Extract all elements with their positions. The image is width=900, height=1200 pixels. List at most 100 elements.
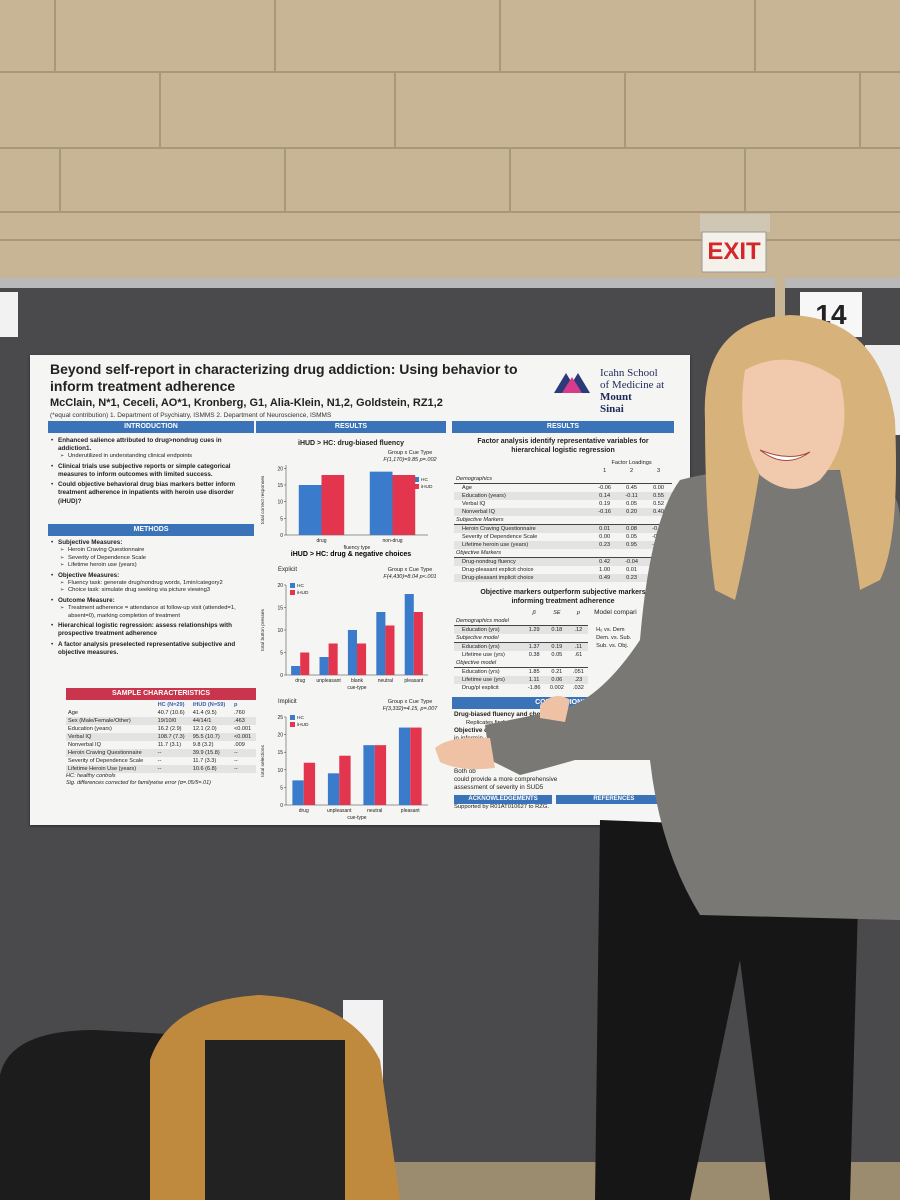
black-bag [0,1030,194,1200]
table-cell: Sex (Male/Female/Other) [66,717,156,725]
bullet-item: Objective Measures:Fluency task: generat… [50,572,254,595]
logo-mark [554,373,590,393]
table-cell: 6 [657,634,661,641]
conclusions: Drug-biased fluency and choice Replicates… [454,711,672,792]
conclusion-text: nts) [454,759,465,767]
table-row: Severity of Dependence Scale -- 11.7 (3.3)… [66,757,256,765]
acknowledgements: ACKNOWLEDGEMENTS Supported by R01AT010627… [454,795,672,812]
table-cell: 0.18 [545,625,569,635]
section-label: Subjective Markers [454,516,672,526]
model-tables: β SE p Demographics model Education (yrs) 1.2… [454,609,672,692]
table-cell: 0.08 [618,524,646,534]
sample-table: HC (N=29) iHUD (N=59) p Age 40.7 (10.6) 41.4 … [66,701,256,773]
ack-text: Supported by R01AT010627 to RZG. [454,804,549,811]
table-cell: Drug-nondrug fluency [454,557,592,567]
legend-swatch [290,722,295,727]
chart-stat: F(1,170)=9.85 p=.002 [383,457,436,463]
logo-line: Sinai [600,403,624,415]
logo-line: of Medicine at [600,379,665,391]
table-header: β SE p [454,609,588,617]
chart-title: Implicit [278,699,297,705]
table-cell: Drug/pl explicit [462,685,499,692]
exit-text: EXIT [707,238,761,265]
table-row: Lifetime use (yrs) 0.38 0.05 .61 [454,651,588,659]
column-header: 2 [630,468,634,475]
table-cell [594,618,643,626]
table-cell: Severity of Dependence Scale [462,534,538,541]
table-cell: Sub. vs. Obj. [596,642,629,649]
table-header: Factor Loadings [454,459,672,467]
exit-sign [701,231,767,273]
poster-affiliations: (*equal contribution) 1. Department of P… [50,412,332,419]
sub-item: Underutilized in understanding clinical … [58,453,254,461]
legend-swatch [290,590,295,595]
ref-column: REFERENCES [556,795,672,812]
table-cell: Drug-pleasant implicit choice [454,574,592,583]
table-cell: 0.95 [618,541,646,550]
x-tick-label: unpleasant [316,678,341,684]
table-cell: Lifetime use (yrs) [462,652,505,659]
results-right: Factor analysis identify representative … [452,437,672,812]
table-cell: -- [155,765,191,773]
table-cell: 0.23 [591,541,619,550]
bullet-text: Clinical trials use subjective reports o… [58,462,231,479]
section-row: Objective model [454,659,589,669]
y-axis-label: total selections [260,745,266,777]
legend-swatch [414,484,419,489]
table-cell: 48 [644,642,651,649]
conclusion-text: could provide a more comprehensive [454,776,558,784]
x-axis-label: fluency type [344,545,371,551]
legend-label: HC [421,477,428,483]
bar [321,475,345,535]
table-note: Sig. differences corrected for familywis… [66,780,211,787]
bar [392,475,416,535]
table-cell: 0.14 [591,492,619,501]
table-cell: -- [155,749,191,757]
table-cell: Lifetime heroin use (years) [454,541,592,550]
table-cell: 9.8 (3.2) [192,742,214,748]
y-tick-label: 15 [277,483,283,489]
table-cell: .760 [233,710,245,716]
x-tick-label: non-drug [382,538,402,544]
bullet-text: Objective Measures: [58,571,120,579]
x-tick-label: drug [295,678,305,684]
bar [376,612,386,675]
bar [398,727,411,805]
table-cell [66,701,156,709]
table-cell: 0.52 [653,501,664,508]
y-tick-label: 5 [280,785,283,791]
table-row: Nonverbal IQ -0.16 0.20 0.40 [454,508,672,517]
x-axis-label: cue-type [347,685,366,691]
section-label: Subjective model [454,634,589,644]
section-header: METHODS [48,524,254,536]
table-cell: 0.55 [645,492,672,501]
backpack-panel [205,1040,345,1200]
section-label: Objective Markers [454,549,672,559]
table-cell: -0.45 [645,574,672,583]
section-row: Demographics [454,475,672,485]
conclusion-text: Drug-biased fluency and choice [454,711,550,719]
table-cell: Age [462,485,472,492]
conclusion-text: Both ob [454,767,476,775]
table-cell: 49 [644,634,651,641]
table-row: Heroin Craving Questionnaire -- 39.9 (15.8… [66,749,256,757]
results-charts: iHUD > HC: drug-biased fluency Group x Cu… [256,435,446,821]
y-tick-label: 20 [277,733,283,739]
table-cell: 1.11 [523,676,546,685]
table-cell: .12 [568,625,589,635]
table-cell: Education (yrs) [454,625,524,635]
bar [404,594,414,675]
legend-swatch [290,583,295,588]
legend-swatch [290,715,295,720]
table-cell: -0.08 [652,534,665,541]
table-cell: -0.22 [645,541,672,550]
y-tick-label: 0 [280,533,283,539]
table-cell: 44/14/1 [190,717,232,725]
table-header: df AIC [594,618,672,626]
y-axis-label: total correct responses [260,475,266,524]
sub-item: Heroin Craving Questionnaire [58,547,254,555]
section-row: Subjective Markers [454,516,672,526]
chart-group-title: iHUD > HC: drug & negative choices [290,551,412,558]
section-label: Demographics [454,475,672,485]
